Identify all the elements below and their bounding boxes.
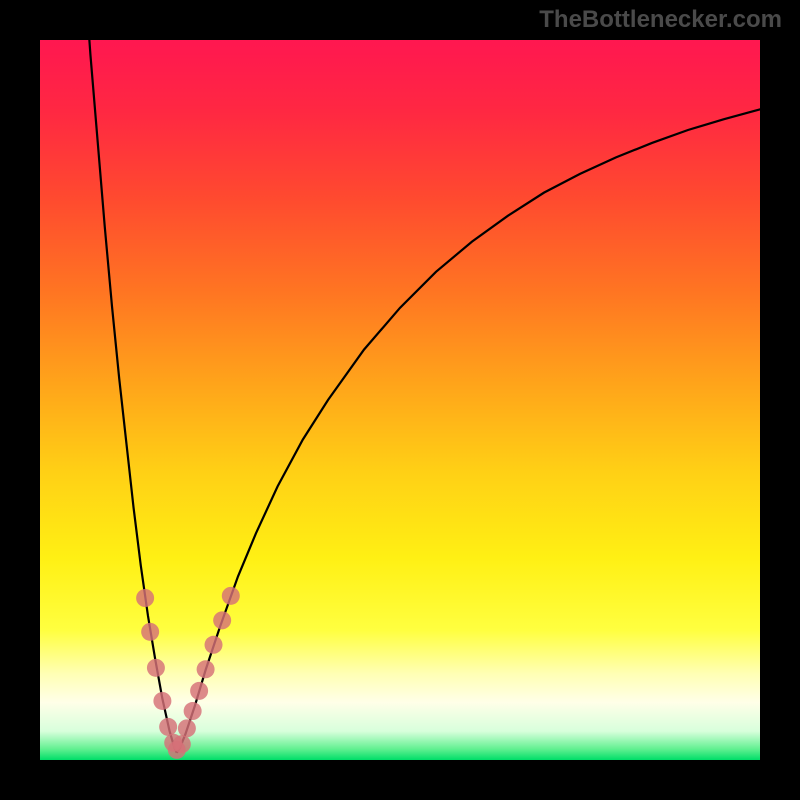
data-marker [213,611,231,629]
data-marker [147,659,165,677]
data-marker [184,702,202,720]
data-marker [222,587,240,605]
data-marker [173,735,191,753]
gradient-background [40,40,760,760]
data-marker [178,719,196,737]
watermark-text: TheBottlenecker.com [539,6,782,34]
data-marker [197,660,215,678]
data-marker [159,718,177,736]
data-marker [136,589,154,607]
chart-svg [0,0,800,800]
data-marker [153,692,171,710]
data-marker [141,623,159,641]
bottleneck-chart: TheBottlenecker.com [0,0,800,800]
data-marker [190,682,208,700]
data-marker [205,636,223,654]
